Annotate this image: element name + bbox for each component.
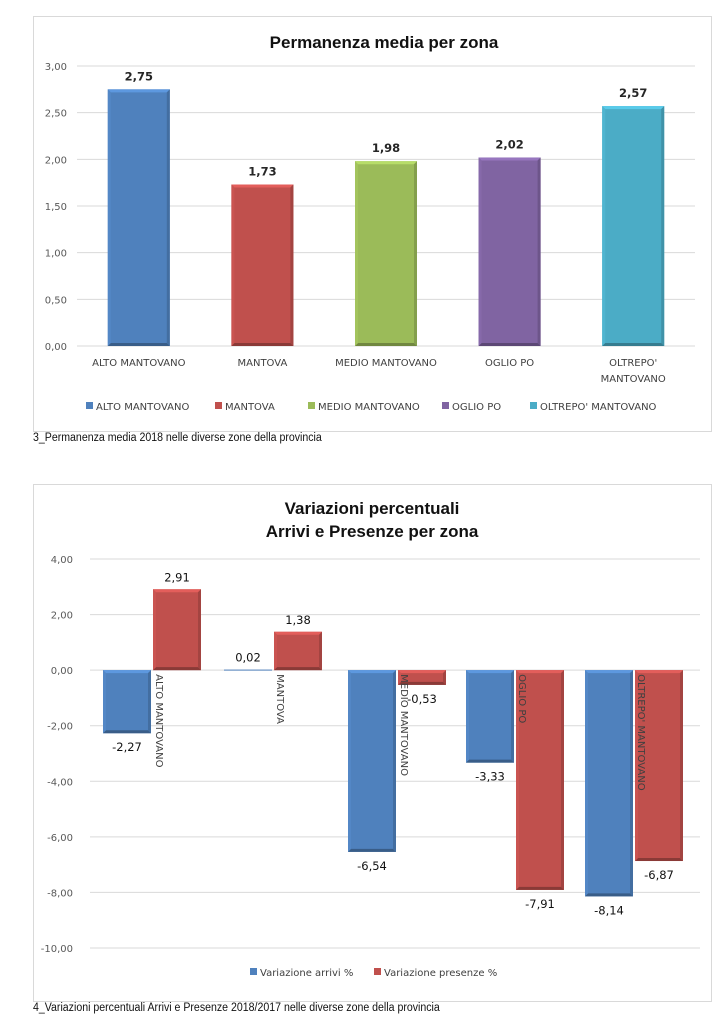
chart-permanenza-media — [33, 16, 712, 432]
caption-chart-4: 4_Variazioni percentuali Arrivi e Presen… — [33, 1002, 440, 1014]
caption-chart-3: 3_Permanenza media 2018 nelle diverse zo… — [33, 432, 322, 444]
chart-variazioni-percentuali — [33, 484, 712, 1002]
